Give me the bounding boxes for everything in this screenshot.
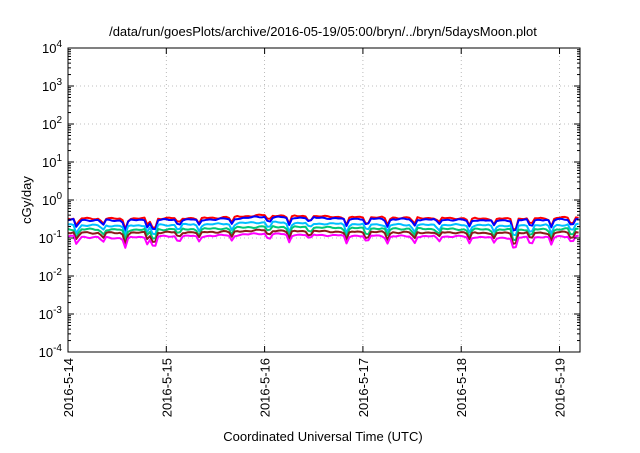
x-tick-label: 2016-5-18	[454, 358, 469, 417]
y-tick-label: 104	[42, 39, 62, 56]
axes: 10-4 10-3 10-2 10-1 100 101 102 103 104 2016-5-14…	[39, 39, 580, 417]
y-tick-label: 102	[42, 115, 62, 132]
series-line	[67, 225, 579, 242]
x-tick-label: 2016-5-16	[258, 358, 273, 417]
series-line	[67, 228, 579, 245]
x-tick-label: 2016-5-19	[553, 358, 568, 417]
y-axis-label: cGy/day	[19, 176, 34, 224]
x-tick-label: 2016-5-14	[61, 358, 76, 417]
y-tick-label: 103	[42, 77, 62, 94]
chart-title: /data/run/goesPlots/archive/2016-05-19/0…	[109, 24, 537, 39]
y-tick-label: 10-1	[39, 229, 63, 246]
y-tick-label: 100	[42, 191, 62, 208]
x-tick-label: 2016-5-15	[159, 358, 174, 417]
series-line	[67, 215, 579, 232]
y-tick-label: 10-3	[39, 305, 63, 322]
series-layer	[67, 213, 579, 249]
x-axis-label: Coordinated Universal Time (UTC)	[223, 429, 422, 444]
series-line	[67, 232, 579, 249]
y-tick-label: 101	[42, 153, 62, 170]
x-tick-label: 2016-5-17	[356, 358, 371, 417]
y-tick-label: 10-2	[39, 267, 63, 284]
series-line	[67, 220, 579, 237]
y-tick-label: 10-4	[39, 343, 63, 360]
grid	[68, 48, 580, 352]
